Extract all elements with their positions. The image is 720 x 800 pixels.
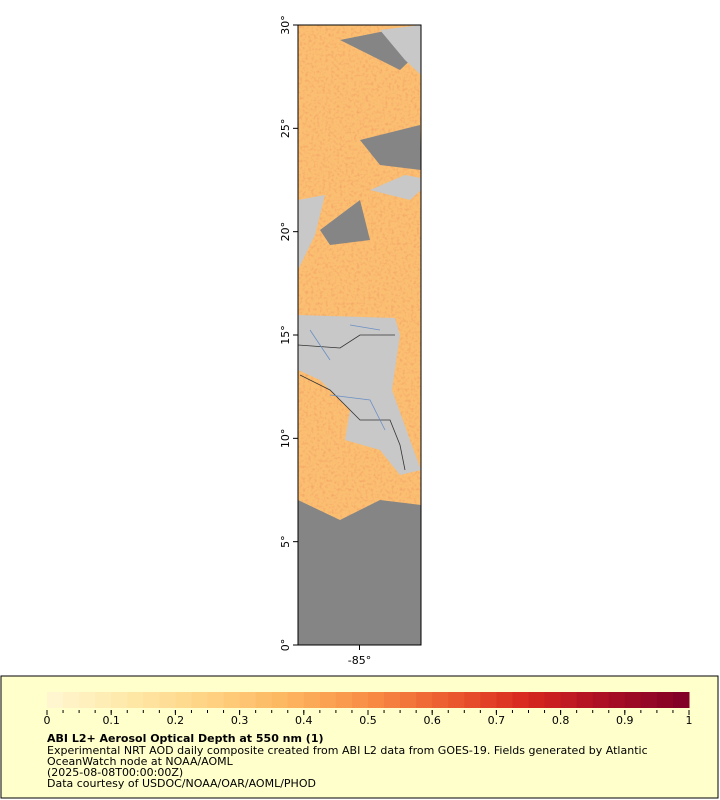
colorbar-cell bbox=[95, 692, 112, 708]
colorbar-tick-label: 0.7 bbox=[488, 714, 506, 727]
y-tick-label: 30° bbox=[279, 15, 292, 35]
colorbar-cell bbox=[576, 692, 594, 708]
colorbar-cell bbox=[544, 692, 562, 708]
legend-line: Data courtesy of USDOC/NOAA/OAR/AOML/PHO… bbox=[47, 777, 316, 790]
colorbar-cell bbox=[63, 692, 80, 708]
colorbar-tick-label: 0.3 bbox=[231, 714, 249, 727]
colorbar-cell bbox=[416, 692, 433, 708]
colorbar-cell bbox=[271, 692, 289, 708]
colorbar-cell bbox=[159, 692, 176, 708]
x-tick-label: -85° bbox=[348, 654, 371, 667]
legend-line: OceanWatch node at NOAA/AOML bbox=[47, 755, 234, 768]
colorbar-cell bbox=[319, 692, 337, 708]
y-tick-label: 0° bbox=[279, 639, 292, 652]
colorbar-cell bbox=[239, 692, 257, 708]
legend-line: Experimental NRT AOD daily composite cre… bbox=[47, 744, 648, 757]
colorbar-cell bbox=[111, 692, 128, 708]
colorbar-tick-label: 0.1 bbox=[102, 714, 120, 727]
colorbar-cell bbox=[448, 692, 465, 708]
colorbar-tick-label: 0.9 bbox=[616, 714, 634, 727]
legend-title: ABI L2+ Aerosol Optical Depth at 550 nm … bbox=[47, 732, 324, 745]
colorbar-tick-label: 0.8 bbox=[552, 714, 570, 727]
colorbar-tick-label: 0 bbox=[44, 714, 51, 727]
colorbar-tick-label: 0.4 bbox=[295, 714, 313, 727]
y-tick-label: 15° bbox=[279, 325, 292, 345]
y-tick-label: 25° bbox=[279, 119, 292, 139]
colorbar-cell bbox=[255, 692, 273, 708]
colorbar-cell bbox=[640, 692, 658, 708]
y-tick-label: 20° bbox=[279, 222, 292, 242]
colorbar-cell bbox=[384, 692, 401, 708]
colorbar-cell bbox=[496, 692, 513, 708]
colorbar-tick-label: 0.2 bbox=[167, 714, 185, 727]
colorbar-cell bbox=[127, 692, 144, 708]
colorbar-cell bbox=[464, 692, 481, 708]
colorbar-cell bbox=[560, 692, 578, 708]
colorbar-tick-label: 1 bbox=[686, 714, 693, 727]
colorbar-tick-label: 0.6 bbox=[423, 714, 441, 727]
y-tick-label: 5° bbox=[279, 535, 292, 548]
colorbar-cell bbox=[672, 692, 690, 708]
colorbar-cell bbox=[175, 692, 192, 708]
colorbar-cell bbox=[351, 692, 369, 708]
y-tick-label: 10° bbox=[279, 429, 292, 449]
colorbar-cell bbox=[512, 692, 529, 708]
colorbar-cell bbox=[223, 692, 241, 708]
map-raster bbox=[298, 25, 421, 645]
colorbar-cell bbox=[143, 692, 160, 708]
colorbar-cell bbox=[528, 692, 546, 708]
colorbar-cell bbox=[432, 692, 449, 708]
colorbar-cell bbox=[79, 692, 96, 708]
colorbar-cell bbox=[335, 692, 353, 708]
colorbar-cell bbox=[287, 692, 305, 708]
colorbar-tick-label: 0.5 bbox=[359, 714, 377, 727]
colorbar-cell bbox=[656, 692, 674, 708]
colorbar-cell bbox=[368, 692, 385, 708]
colorbar-cell bbox=[400, 692, 417, 708]
colorbar-cell bbox=[47, 692, 64, 708]
colorbar-cell bbox=[624, 692, 642, 708]
colorbar-cell bbox=[480, 692, 497, 708]
colorbar-cell bbox=[592, 692, 610, 708]
colorbar-cell bbox=[608, 692, 626, 708]
legend-line: (2025-08-08T00:00:00Z) bbox=[47, 766, 183, 779]
colorbar-cell bbox=[191, 692, 208, 708]
colorbar-cell bbox=[207, 692, 225, 708]
colorbar-cell bbox=[303, 692, 321, 708]
